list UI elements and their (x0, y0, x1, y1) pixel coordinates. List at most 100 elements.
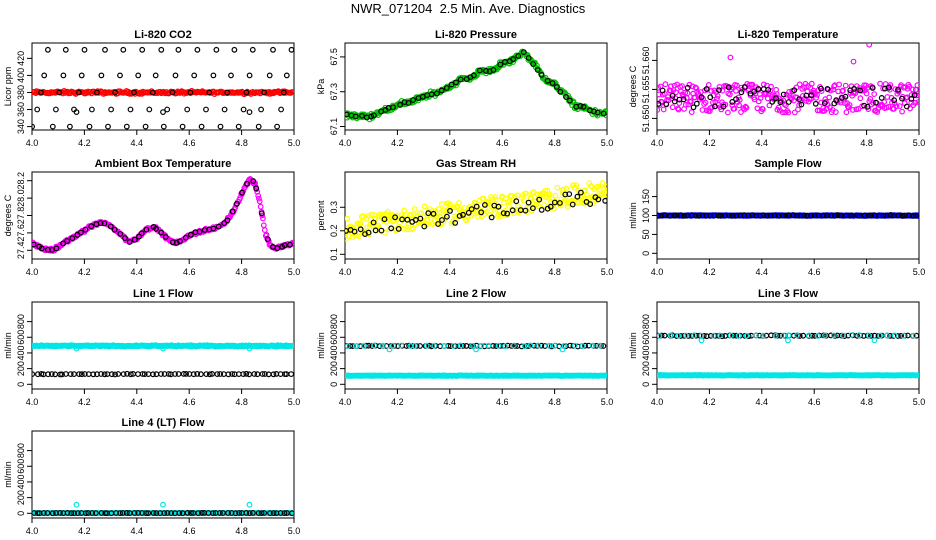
data-point-cal (470, 72, 477, 79)
data-point-cal (38, 89, 44, 96)
data-point-cal (417, 215, 424, 222)
data-point-ambient (679, 83, 685, 89)
data-point-ambient (850, 106, 856, 113)
data-point-cal (671, 98, 678, 105)
y-tick-label: 400 (641, 345, 651, 360)
data-point-cal (880, 212, 887, 219)
y-axis-label: percent (316, 200, 326, 231)
data-point-cal (821, 100, 828, 106)
data-point-cal (152, 72, 159, 79)
data-point-ambient (73, 345, 80, 352)
data-point-cal (283, 72, 290, 79)
x-tick-label: 4.6 (496, 397, 509, 407)
data-point-cal (75, 89, 82, 96)
data-point-ambient-cal (546, 342, 552, 349)
data-point-cal (525, 199, 532, 206)
data-layer (657, 212, 919, 219)
data-point-cal (460, 211, 466, 218)
data-point-cal (767, 212, 774, 219)
data-point-cal (548, 343, 555, 350)
data-point-cal (733, 96, 739, 102)
data-point-cal (549, 80, 556, 86)
data-point-ambient (687, 99, 694, 105)
data-point-cal (40, 510, 47, 516)
panel-0: Li-820 CO2 4.0 4.2 4.4 4.6 4.8 5.0 340 360 380 400… (3, 29, 300, 148)
data-point-cal (112, 371, 118, 378)
y-axis-label: Licor ppm (3, 67, 13, 107)
data-point-cal (856, 212, 863, 219)
data-point-ambient-cal (805, 332, 812, 339)
data-point-cal (658, 332, 665, 339)
x-tick-label: 5.0 (601, 397, 614, 407)
data-point-ambient (602, 191, 607, 198)
data-point-cal (98, 510, 105, 516)
data-point-cal (131, 89, 137, 96)
data-point-cal (123, 123, 130, 130)
data-point-ambient (365, 213, 372, 219)
data-point-ambient-cal (371, 342, 378, 349)
data-point-cal (164, 106, 171, 113)
data-point-ambient-cal (822, 332, 828, 339)
y-tick-label: 200 (16, 490, 26, 505)
data-point-cal (221, 106, 228, 113)
y-tick-label: 800 (16, 314, 26, 329)
data-point-cal (191, 72, 198, 79)
x-tick-label: 4.4 (444, 138, 457, 148)
data-point-cal (587, 201, 594, 208)
data-point-cal (873, 99, 879, 106)
data-point-cal (243, 370, 250, 377)
data-point-ambient (261, 227, 268, 234)
data-point-ambient (832, 109, 839, 115)
data-point-cal (239, 189, 245, 196)
data-point-cal (236, 510, 243, 516)
data-point-cal (274, 123, 281, 130)
data-point-ambient-cal (743, 332, 750, 339)
data-point-cal (536, 196, 543, 203)
data-point-cal (160, 123, 167, 130)
data-point-ambient (257, 203, 264, 210)
x-tick-label: 4.2 (78, 138, 91, 148)
y-tick-label: 51.650 (641, 105, 651, 133)
data-point-ambient (843, 109, 850, 116)
x-tick-label: 4.6 (808, 397, 821, 407)
data-point-cal (452, 219, 459, 226)
data-point-ambient (345, 215, 350, 222)
x-tick-label: 4.4 (131, 526, 144, 536)
data-point-cal (127, 106, 134, 113)
data-point-ambient (368, 211, 375, 218)
data-point-cal (209, 371, 216, 377)
data-point-cal (465, 209, 472, 216)
data-point-cal (661, 212, 668, 219)
data-point-cal (255, 123, 262, 130)
data-point-cal (370, 219, 377, 226)
data-point-cal (834, 212, 841, 219)
data-point-ambient (871, 91, 878, 97)
data-point-cal (122, 235, 128, 242)
panel-title: Gas Stream RH (436, 158, 516, 170)
data-point-cal (210, 510, 216, 516)
x-tick-label: 4.8 (235, 397, 248, 407)
data-point-cal (861, 102, 867, 109)
y-tick-label: 600 (16, 459, 26, 474)
x-tick-label: 4.2 (391, 138, 404, 148)
panel-title: Li-820 CO2 (134, 29, 191, 41)
data-point-cal (270, 46, 276, 53)
data-point-cal (240, 106, 247, 113)
data-point-ambient (421, 203, 428, 210)
x-tick-label: 4.8 (235, 267, 248, 277)
data-point-cal (515, 53, 522, 59)
panel-title: Line 1 Flow (133, 288, 193, 300)
data-point-cal (225, 371, 232, 378)
y-tick-label: 200 (329, 361, 339, 376)
data-point-ambient (840, 87, 846, 94)
y-tick-label: 0 (329, 382, 339, 387)
data-point-cal (251, 371, 258, 377)
data-point-cal (158, 371, 164, 377)
data-point-ambient (727, 91, 733, 98)
data-point-ambient (782, 102, 789, 109)
y-tick-label: 600 (16, 330, 26, 345)
data-point-cal (544, 77, 551, 84)
data-point-cal (143, 510, 150, 516)
data-point-ambient (790, 88, 796, 95)
x-tick-label: 5.0 (913, 138, 926, 148)
